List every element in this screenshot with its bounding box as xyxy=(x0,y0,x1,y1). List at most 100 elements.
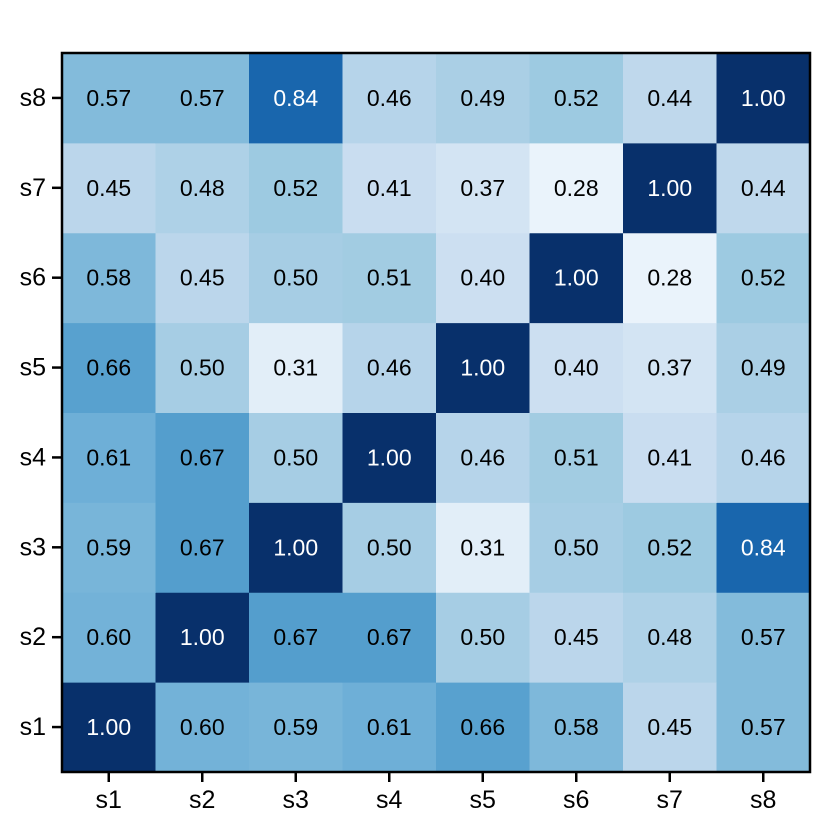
heatmap-cell-s6-s1 xyxy=(62,232,156,324)
heatmap-cell-s2-s4 xyxy=(342,592,437,683)
cell-value-label-s5-s3: 0.31 xyxy=(273,355,318,381)
heatmap-cell-s4-s2 xyxy=(155,412,250,503)
heatmap-cell-s3-s4 xyxy=(342,502,437,593)
cell-value-label-s3-s2: 0.67 xyxy=(180,534,225,560)
cell-value-label-s2-s2: 1.00 xyxy=(180,624,225,650)
heatmap-cell-s6-s5 xyxy=(436,232,530,324)
cell-value-label-s3-s3: 1.00 xyxy=(273,534,318,560)
cell-value-label-s6-s7: 0.28 xyxy=(647,265,692,291)
cell-value-label-s1-s6: 0.58 xyxy=(554,714,599,740)
cell-value-label-s5-s2: 0.50 xyxy=(180,355,225,381)
cell-value-label-s3-s1: 0.59 xyxy=(86,534,131,560)
cell-value-label-s1-s1: 1.00 xyxy=(86,714,131,740)
y-tick-label-s4: s4 xyxy=(20,443,47,471)
cell-value-label-s4-s4: 1.00 xyxy=(367,444,412,470)
y-tick-label-s6: s6 xyxy=(20,264,46,292)
y-tick-label-s1: s1 xyxy=(20,713,46,741)
heatmap-cell-s6-s6 xyxy=(529,232,624,324)
heatmap-cell-s2-s7 xyxy=(623,592,717,683)
cell-value-label-s7-s6: 0.28 xyxy=(554,175,599,201)
heatmap-cell-s7-s6 xyxy=(529,142,624,234)
heatmap-cell-s4-s6 xyxy=(529,412,624,503)
heatmap-cell-s8-s8 xyxy=(716,53,811,144)
cell-value-label-s2-s4: 0.67 xyxy=(367,624,412,650)
cell-value-label-s1-s8: 0.57 xyxy=(741,714,786,740)
heatmap-cell-s7-s5 xyxy=(436,142,530,234)
heatmap-cell-s6-s7 xyxy=(623,232,717,324)
cell-value-label-s6-s2: 0.45 xyxy=(180,265,225,291)
cell-value-label-s7-s4: 0.41 xyxy=(367,175,412,201)
heatmap-cell-s3-s8 xyxy=(716,502,811,593)
cell-value-label-s3-s4: 0.50 xyxy=(367,534,412,560)
heatmap-cell-s8-s1 xyxy=(62,53,156,144)
heatmap-cell-s5-s4 xyxy=(342,322,437,413)
heatmap-cell-s7-s7 xyxy=(623,142,717,234)
heatmap-cells xyxy=(62,53,811,773)
cell-value-label-s5-s5: 1.00 xyxy=(460,355,505,381)
cell-value-label-s7-s1: 0.45 xyxy=(86,175,131,201)
heatmap-cell-s7-s8 xyxy=(716,142,811,234)
heatmap-cell-s1-s3 xyxy=(249,682,343,773)
cell-value-label-s1-s7: 0.45 xyxy=(647,714,692,740)
heatmap-cell-s8-s7 xyxy=(623,53,717,144)
heatmap-cell-s1-s7 xyxy=(623,682,717,773)
cell-value-label-s1-s4: 0.61 xyxy=(367,714,412,740)
heatmap-cell-s4-s5 xyxy=(436,412,530,503)
heatmap-cell-s8-s6 xyxy=(529,53,624,144)
cell-value-label-s1-s3: 0.59 xyxy=(273,714,318,740)
cell-value-label-s6-s8: 0.52 xyxy=(741,265,786,291)
cell-value-label-s8-s3: 0.84 xyxy=(273,85,318,111)
heatmap-cell-s2-s5 xyxy=(436,592,530,683)
heatmap-cell-s1-s5 xyxy=(436,682,530,773)
cell-value-label-s4-s3: 0.50 xyxy=(273,444,318,470)
heatmap-cell-s5-s5 xyxy=(436,322,530,413)
heatmap-cell-s7-s4 xyxy=(342,142,437,234)
heatmap-cell-s7-s1 xyxy=(62,142,156,234)
cell-value-label-s5-s7: 0.37 xyxy=(647,355,692,381)
cell-value-label-s8-s6: 0.52 xyxy=(554,85,599,111)
heatmap-cell-s2-s2 xyxy=(155,592,250,683)
cell-value-label-s6-s3: 0.50 xyxy=(273,265,318,291)
cell-value-label-s4-s5: 0.46 xyxy=(460,444,505,470)
cell-value-label-s8-s7: 0.44 xyxy=(647,85,692,111)
cell-value-label-s5-s1: 0.66 xyxy=(86,355,131,381)
cell-value-label-s8-s2: 0.57 xyxy=(180,85,225,111)
heatmap-cell-s3-s5 xyxy=(436,502,530,593)
y-tick-label-s8: s8 xyxy=(20,84,46,112)
heatmap-cell-s1-s4 xyxy=(342,682,437,773)
heatmap-cell-s8-s5 xyxy=(436,53,530,144)
cell-value-label-s3-s5: 0.31 xyxy=(460,534,505,560)
heatmap-cell-s8-s3 xyxy=(249,53,343,144)
cell-value-label-s3-s7: 0.52 xyxy=(647,534,692,560)
heatmap-cell-s3-s2 xyxy=(155,502,250,593)
cell-value-label-s3-s6: 0.50 xyxy=(554,534,599,560)
cell-value-label-s3-s8: 0.84 xyxy=(741,534,786,560)
heatmap-cell-s2-s8 xyxy=(716,592,811,683)
heatmap-cell-s3-s3 xyxy=(249,502,343,593)
heatmap-cell-s8-s4 xyxy=(342,53,437,144)
heatmap-cell-s7-s2 xyxy=(155,142,250,234)
cell-value-label-s2-s6: 0.45 xyxy=(554,624,599,650)
heatmap-cell-s5-s8 xyxy=(716,322,811,413)
x-tick-label-s6: s6 xyxy=(563,786,589,814)
cell-value-label-s7-s7: 1.00 xyxy=(647,175,692,201)
cell-value-label-s6-s6: 1.00 xyxy=(554,265,599,291)
heatmap-cell-s6-s8 xyxy=(716,232,811,324)
cell-value-label-s2-s8: 0.57 xyxy=(741,624,786,650)
x-tick-label-s2: s2 xyxy=(189,786,215,814)
heatmap-cell-s2-s1 xyxy=(62,592,156,683)
heatmap-cell-s1-s8 xyxy=(716,682,811,773)
x-axis: s1 s2 s3 s4 s5 s6 s7 s8 xyxy=(96,772,776,814)
cell-value-label-s7-s2: 0.48 xyxy=(180,175,225,201)
y-axis: s1 s2 s3 s4 s5 s6 s7 s8 xyxy=(20,84,62,741)
cell-value-label-s8-s8: 1.00 xyxy=(741,85,786,111)
x-tick-label-s1: s1 xyxy=(96,786,122,814)
cell-value-label-s8-s4: 0.46 xyxy=(367,85,412,111)
heatmap-cell-s8-s2 xyxy=(155,53,250,144)
cell-value-label-s4-s2: 0.67 xyxy=(180,444,225,470)
cell-value-label-s5-s8: 0.49 xyxy=(741,355,786,381)
heatmap-cell-s4-s8 xyxy=(716,412,811,503)
heatmap-cell-s3-s6 xyxy=(529,502,624,593)
heatmap-cell-s4-s3 xyxy=(249,412,343,503)
